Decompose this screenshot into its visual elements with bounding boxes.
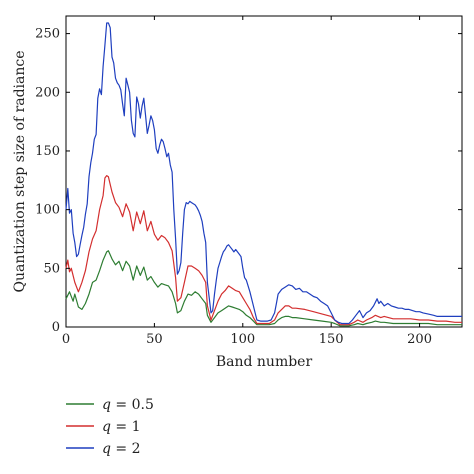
y-tick-label: 200 <box>35 85 60 100</box>
legend-symbol: q <box>102 419 111 435</box>
y-tick-label: 150 <box>35 144 60 159</box>
x-tick-label: 200 <box>407 332 432 347</box>
x-tick-label: 0 <box>62 332 70 347</box>
y-tick-label: 250 <box>35 27 60 42</box>
x-tick-label: 50 <box>146 332 163 347</box>
y-tick-label: 100 <box>35 203 60 218</box>
series-layer <box>65 22 462 327</box>
legend-value: = 2 <box>111 441 141 457</box>
series-line-2 <box>65 22 462 325</box>
plot-area <box>65 15 463 328</box>
legend-value: = 0.5 <box>111 397 154 413</box>
series-line-0 <box>65 250 462 327</box>
y-axis-label: Quantization step size of radiance <box>12 51 28 293</box>
series-line-1 <box>65 175 462 326</box>
x-tick-label: 100 <box>230 332 255 347</box>
legend-symbol: q <box>102 397 111 413</box>
y-tick-label: 50 <box>43 261 60 276</box>
legend: q = 0.5q = 1q = 2 <box>66 397 154 457</box>
legend-value: = 1 <box>111 419 141 435</box>
legend-label-0: q = 0.5 <box>102 397 154 413</box>
legend-symbol: q <box>102 441 111 457</box>
tick-layer: 0 50 100 150 200 0 50 100 150 200 250 <box>35 16 462 347</box>
legend-label-2: q = 2 <box>102 441 141 457</box>
x-axis-label: Band number <box>216 354 313 370</box>
x-tick-label: 150 <box>319 332 344 347</box>
y-tick-label: 0 <box>52 320 60 335</box>
legend-label-1: q = 1 <box>102 419 141 435</box>
